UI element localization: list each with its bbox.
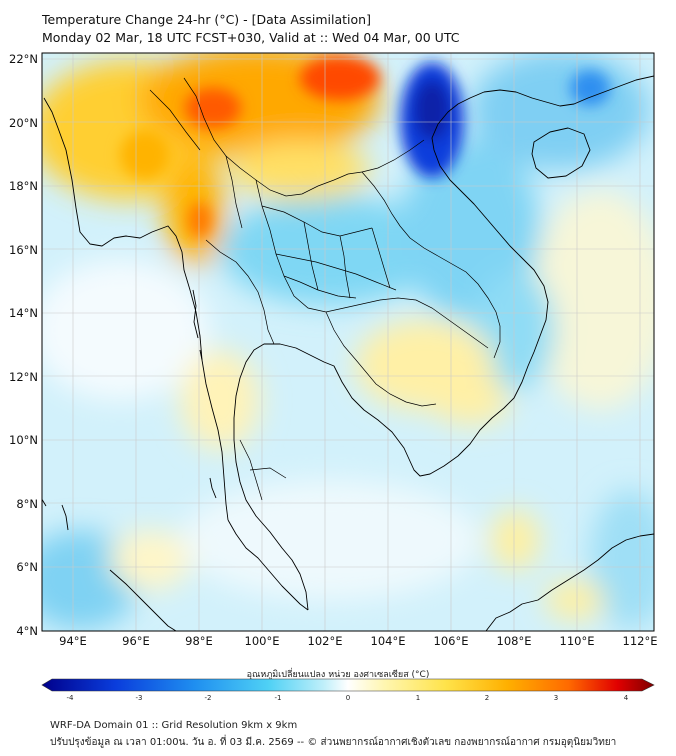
colorbar-tick: 3 <box>554 694 558 702</box>
longitude-axis: 94°E 96°E 98°E 100°E 102°E 104°E 106°E 1… <box>59 634 657 648</box>
colorbar-tick: 2 <box>485 694 489 702</box>
lat-tick: 16°N <box>9 243 38 257</box>
temperature-map: 22°N 20°N 18°N 16°N 14°N 12°N 10°N 8°N 6… <box>9 52 657 648</box>
colorbar-bar <box>41 678 655 692</box>
lat-tick: 20°N <box>9 116 38 130</box>
colorbar-tick: 4 <box>624 694 629 702</box>
lon-tick: 96°E <box>122 634 150 648</box>
footer-model-info: WRF-DA Domain 01 :: Grid Resolution 9km … <box>50 720 298 731</box>
graticule <box>42 53 654 631</box>
colorbar: -4 -3 -2 -1 0 1 2 3 4 <box>41 678 655 702</box>
colorbar-tick: -3 <box>136 694 143 702</box>
footer-credit: ปรับปรุงข้อมูล ณ เวลา 01:00น. วัน อ. ที่… <box>50 737 617 748</box>
map-title: Temperature Change 24-hr (°C) - [Data As… <box>42 12 371 27</box>
lon-tick: 108°E <box>497 634 532 648</box>
lat-tick: 10°N <box>9 433 38 447</box>
latitude-axis: 22°N 20°N 18°N 16°N 14°N 12°N 10°N 8°N 6… <box>9 52 38 638</box>
colorbar-tick: -4 <box>67 694 75 702</box>
lon-tick: 112°E <box>623 634 658 648</box>
lat-tick: 12°N <box>9 370 38 384</box>
borders <box>149 77 501 501</box>
lat-tick: 4°N <box>16 624 38 638</box>
coastlines <box>42 75 654 631</box>
lon-tick: 94°E <box>59 634 87 648</box>
colorbar-tick: 0 <box>346 694 350 702</box>
colorbar-tick: -1 <box>275 694 282 702</box>
lat-tick: 8°N <box>16 497 38 511</box>
lat-tick: 14°N <box>9 306 38 320</box>
temperature-field <box>42 53 654 631</box>
lon-tick: 100°E <box>245 634 280 648</box>
lon-tick: 98°E <box>185 634 213 648</box>
lon-tick: 110°E <box>560 634 595 648</box>
colorbar-label: อุณหภูมิเปลี่ยนแปลง หน่วย องศาเซลเซียส (… <box>246 670 430 680</box>
lon-tick: 106°E <box>434 634 469 648</box>
lat-tick: 22°N <box>9 52 38 66</box>
lat-tick: 18°N <box>9 179 38 193</box>
map-subtitle: Monday 02 Mar, 18 UTC FCST+030, Valid at… <box>42 30 460 45</box>
lon-tick: 102°E <box>308 634 343 648</box>
colorbar-tick: -2 <box>205 694 212 702</box>
lat-tick: 6°N <box>16 560 38 574</box>
colorbar-tick: 1 <box>416 694 420 702</box>
lon-tick: 104°E <box>371 634 406 648</box>
